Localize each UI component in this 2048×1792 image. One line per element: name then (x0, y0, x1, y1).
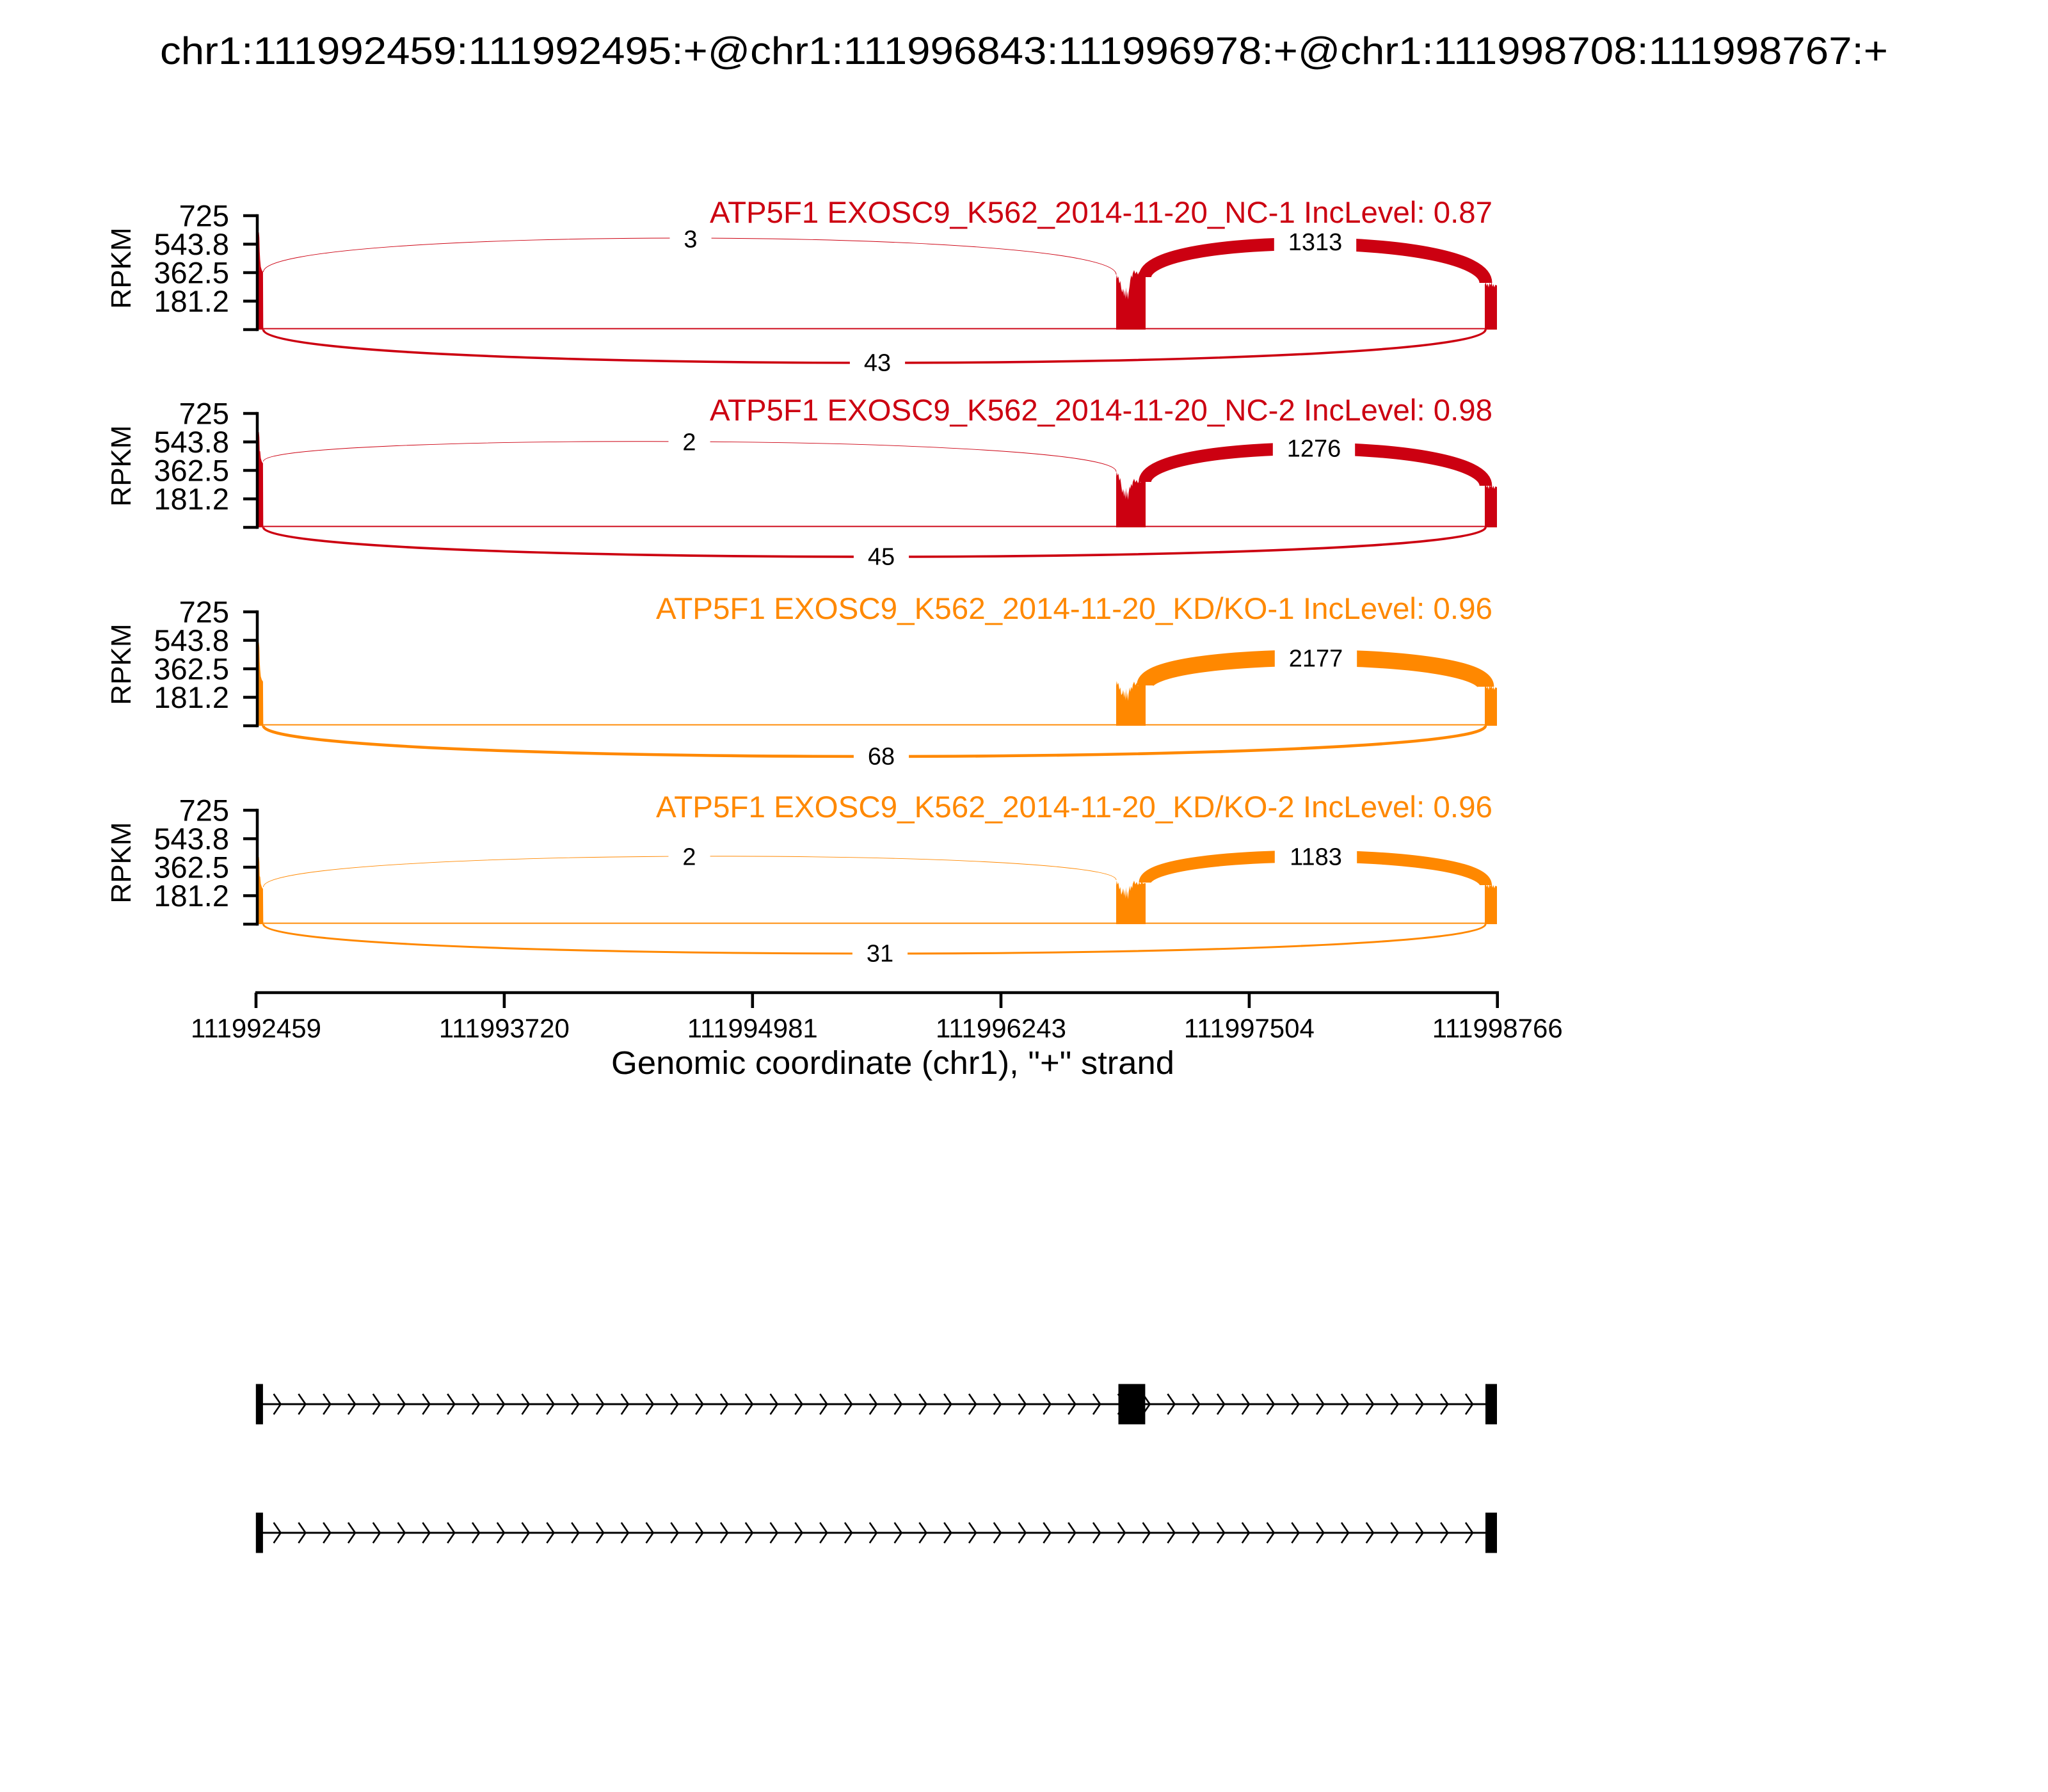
svg-text:43: 43 (864, 350, 891, 377)
svg-text:362.5: 362.5 (154, 851, 229, 884)
svg-text:1276: 1276 (1287, 436, 1341, 463)
svg-text:181.2: 181.2 (154, 284, 229, 318)
svg-text:68: 68 (868, 744, 895, 771)
svg-text:181.2: 181.2 (154, 680, 229, 714)
svg-text:1313: 1313 (1288, 229, 1343, 256)
svg-text:2: 2 (682, 429, 696, 456)
svg-text:725: 725 (179, 595, 229, 629)
svg-text:362.5: 362.5 (154, 256, 229, 290)
svg-text:ATP5F1 EXOSC9_K562_2014-11-20_: ATP5F1 EXOSC9_K562_2014-11-20_NC-2 IncLe… (710, 393, 1492, 427)
svg-text:362.5: 362.5 (154, 652, 229, 686)
svg-text:725: 725 (179, 397, 229, 431)
svg-text:111998766: 111998766 (1432, 1013, 1563, 1043)
svg-text:181.2: 181.2 (154, 879, 229, 913)
svg-text:111993720: 111993720 (439, 1013, 570, 1043)
svg-text:111996243: 111996243 (936, 1013, 1066, 1043)
svg-text:111997504: 111997504 (1184, 1013, 1315, 1043)
svg-text:RPKM: RPKM (106, 822, 137, 903)
svg-text:RPKM: RPKM (106, 227, 137, 308)
svg-text:111992459: 111992459 (191, 1013, 321, 1043)
svg-text:181.2: 181.2 (154, 482, 229, 516)
svg-text:362.5: 362.5 (154, 454, 229, 488)
svg-text:45: 45 (868, 544, 895, 571)
svg-text:Genomic coordinate (chr1), "+": Genomic coordinate (chr1), "+" strand (611, 1044, 1174, 1081)
svg-text:ATP5F1 EXOSC9_K562_2014-11-20_: ATP5F1 EXOSC9_K562_2014-11-20_KD/KO-2 In… (656, 790, 1492, 824)
svg-text:543.8: 543.8 (154, 623, 229, 657)
svg-text:2177: 2177 (1289, 646, 1343, 673)
svg-text:chr1:111992459:111992495:+@chr: chr1:111992459:111992495:+@chr1:11199684… (160, 29, 1888, 72)
svg-text:111994981: 111994981 (687, 1013, 818, 1043)
svg-text:2: 2 (682, 844, 696, 871)
svg-text:543.8: 543.8 (154, 227, 229, 261)
svg-text:ATP5F1 EXOSC9_K562_2014-11-20_: ATP5F1 EXOSC9_K562_2014-11-20_NC-1 IncLe… (710, 195, 1492, 229)
svg-text:ATP5F1 EXOSC9_K562_2014-11-20_: ATP5F1 EXOSC9_K562_2014-11-20_KD/KO-1 In… (656, 591, 1492, 625)
svg-text:31: 31 (867, 941, 893, 968)
svg-text:543.8: 543.8 (154, 822, 229, 856)
svg-text:RPKM: RPKM (106, 623, 137, 705)
svg-text:725: 725 (179, 794, 229, 828)
svg-text:1183: 1183 (1290, 844, 1342, 871)
svg-text:3: 3 (684, 227, 697, 253)
svg-text:725: 725 (179, 199, 229, 233)
svg-text:543.8: 543.8 (154, 425, 229, 459)
svg-text:RPKM: RPKM (106, 425, 137, 506)
